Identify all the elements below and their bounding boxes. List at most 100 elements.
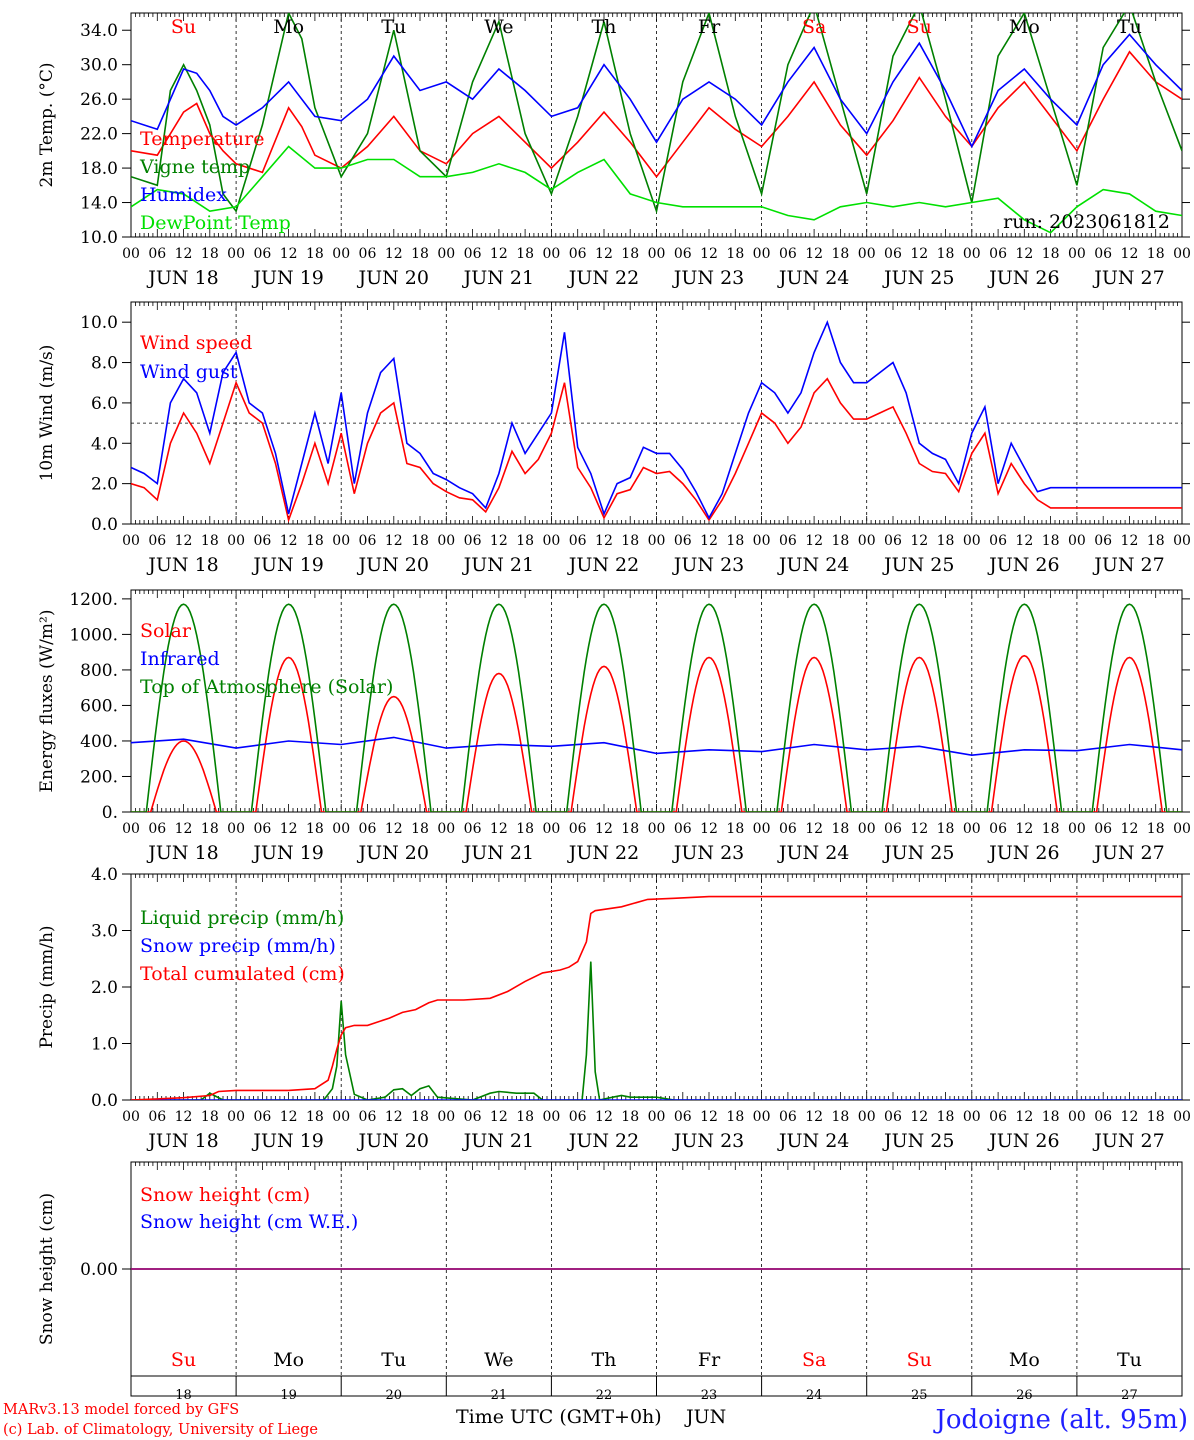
hour-label: 00 [1173,821,1191,837]
location-label: Jodoigne (alt. 95m) [932,1405,1188,1435]
hour-label: 12 [805,1109,823,1125]
date-label: JUN 19 [251,842,323,864]
date-label: JUN 27 [1092,267,1164,289]
hour-label: 06 [1094,533,1112,549]
series-group [131,895,1182,1100]
y-tick-label: 4.0 [91,865,118,885]
hour-label: 06 [1094,1109,1112,1125]
hour-label: 00 [1068,821,1086,837]
hour-label: 00 [542,246,560,262]
legend-total-cumulated-cm-: Total cumulated (cm) [140,963,345,985]
hour-label: 00 [963,821,981,837]
model-credit: MARv3.13 model forced by GFS [3,1402,239,1418]
hour-label: 06 [464,246,482,262]
hour-label: 00 [227,533,245,549]
hour-label: 18 [411,246,429,262]
date-label: JUN 23 [672,554,744,576]
panel-frame [130,12,1183,238]
series-group [131,603,1182,812]
date-label: JUN 18 [146,554,218,576]
hour-ticks [130,302,1183,524]
hour-label: 00 [1068,533,1086,549]
hour-label: 12 [175,821,193,837]
y-tick-label: 14.0 [80,194,118,214]
hour-label: 12 [595,1109,613,1125]
date-label: JUN 25 [882,554,954,576]
weekday-label: Mo [1009,1349,1040,1371]
hour-label: 18 [937,1109,955,1125]
hour-label: 06 [569,533,587,549]
date-label: JUN 23 [672,267,744,289]
date-label: JUN 25 [882,267,954,289]
date-label: JUN 25 [882,1130,954,1152]
run-label: run: 2023061812 [1003,211,1170,233]
hour-label: 00 [437,1109,455,1125]
hour-label: 18 [306,246,324,262]
hour-label: 06 [779,1109,797,1125]
hour-label: 18 [832,533,850,549]
date-label: JUN 27 [1092,554,1164,576]
hour-label: 00 [858,533,876,549]
hour-label: 06 [148,246,166,262]
date-label: JUN 26 [987,842,1059,864]
y-tick-label: 4.0 [91,434,118,454]
date-label: JUN 20 [357,1130,429,1152]
hour-label: 00 [1173,246,1191,262]
hour-label: 06 [464,821,482,837]
hour-label: 18 [726,246,744,262]
hour-ticks [130,590,1183,812]
hour-label: 00 [963,246,981,262]
weekday-label: Sa [802,1349,826,1371]
hour-label: 12 [595,533,613,549]
date-label: JUN 18 [146,1130,218,1152]
weekday-label: Tu [381,1349,406,1371]
hour-label: 06 [569,246,587,262]
y-tick-label: 0.0 [91,1091,118,1111]
hour-label: 12 [910,821,928,837]
hour-label: 18 [621,533,639,549]
hour-label: 06 [1094,821,1112,837]
hour-label: 06 [359,821,377,837]
hour-label: 18 [621,821,639,837]
hour-label: 06 [359,246,377,262]
hour-label: 06 [884,1109,902,1125]
hour-label: 18 [937,821,955,837]
date-label: JUN 20 [357,842,429,864]
hour-label: 12 [175,246,193,262]
hour-label: 06 [359,533,377,549]
series-group [131,13,1182,234]
hour-label: 00 [542,821,560,837]
y-tick-label: 800. [80,661,118,681]
hour-label: 00 [332,1109,350,1125]
time-axis-label: Time UTC (GMT+0h) [456,1406,662,1428]
weekday-label: Th [591,16,616,38]
hour-label: 06 [148,1109,166,1125]
y-tick-label: 600. [80,696,118,716]
weekday-label: Su [907,16,932,38]
hour-label: 18 [1147,533,1165,549]
weekday-label: Su [171,16,196,38]
hour-label: 06 [989,533,1007,549]
y-axis-label: 10m Wind (m/s) [37,345,57,482]
date-label: JUN 26 [987,267,1059,289]
hour-label: 18 [201,246,219,262]
panel-1: 10.0 14.0 18.0 22.0 26.0 30.0 34.0 2m Temp. (°C… [37,12,1191,289]
legend-dewpoint-temp: DewPoint Temp [140,212,291,234]
hour-label: 12 [385,533,403,549]
date-label: JUN 24 [777,554,849,576]
y-tick-label: 6.0 [91,394,118,414]
hour-label: 00 [963,533,981,549]
hour-label: 06 [464,533,482,549]
date-label: JUN 24 [777,842,849,864]
hour-label: 18 [937,533,955,549]
hour-label: 00 [542,1109,560,1125]
weekday-label: Fr [698,1349,721,1371]
hour-label: 12 [805,821,823,837]
hour-label: 12 [490,533,508,549]
date-label: JUN 19 [251,1130,323,1152]
hour-label: 00 [1173,533,1191,549]
hour-label: 18 [1147,1109,1165,1125]
weekday-label: We [484,16,513,38]
weekday-label: Th [591,1349,616,1371]
hour-label: 00 [753,246,771,262]
